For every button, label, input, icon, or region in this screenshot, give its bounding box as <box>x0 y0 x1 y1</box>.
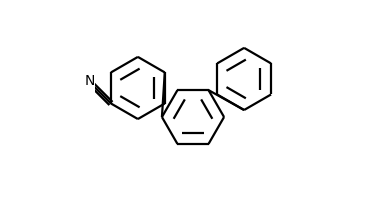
Text: N: N <box>85 74 95 88</box>
